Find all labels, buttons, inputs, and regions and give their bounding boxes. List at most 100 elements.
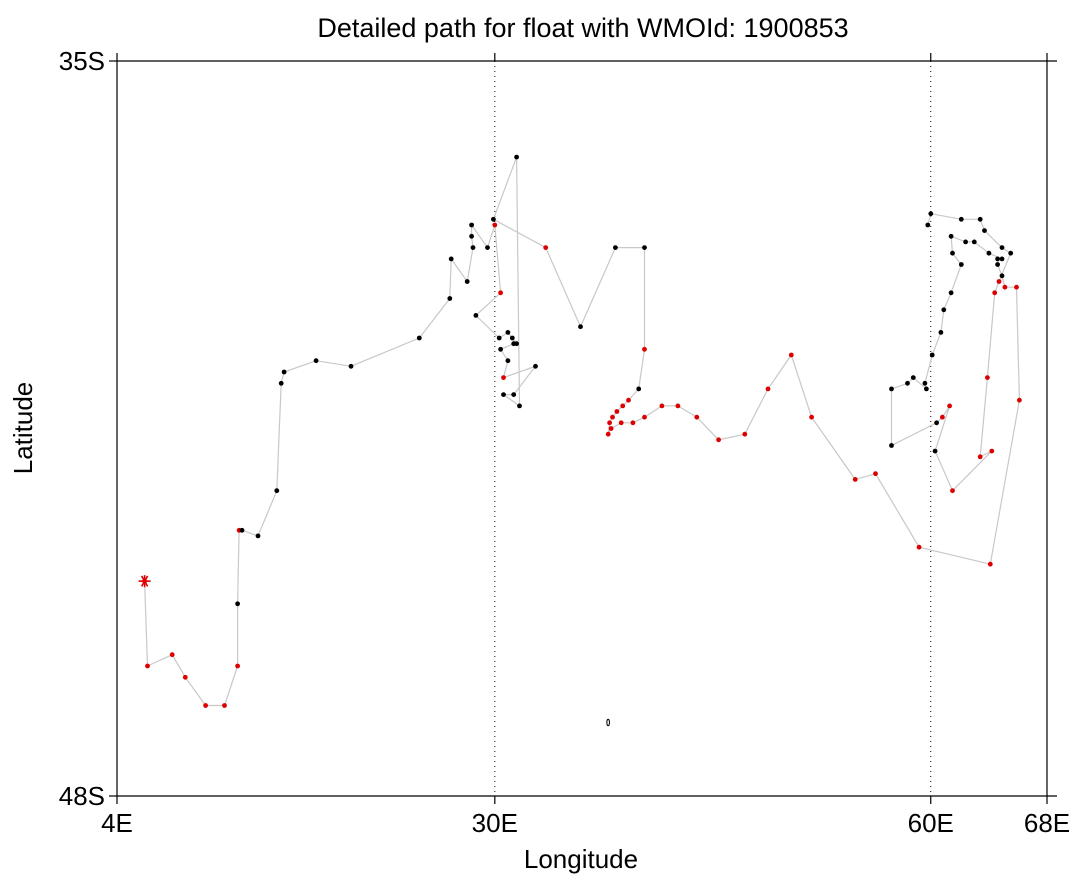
position-point-25	[498, 290, 503, 296]
position-point-24	[492, 222, 498, 228]
position-point-4	[203, 703, 209, 708]
x-tick-label: 4E	[101, 808, 133, 838]
position-point-5	[222, 703, 227, 708]
position-point-92	[934, 420, 939, 426]
position-point-70	[1014, 284, 1019, 290]
position-point-82	[948, 290, 954, 296]
position-point-31	[511, 341, 517, 347]
position-point-28	[505, 330, 511, 335]
position-point-42	[578, 324, 583, 330]
position-point-19	[464, 279, 470, 284]
position-point-56	[642, 414, 647, 420]
position-point-52	[605, 431, 611, 437]
position-point-106	[958, 216, 964, 222]
position-point-53	[608, 426, 614, 431]
plot-frame	[116, 60, 1057, 797]
position-point-87	[924, 386, 929, 392]
position-point-49	[614, 409, 620, 414]
float-track	[144, 156, 1021, 707]
position-point-43	[613, 245, 618, 251]
position-point-57	[659, 403, 665, 409]
position-point-38	[517, 403, 522, 409]
position-point-18	[448, 256, 454, 262]
position-point-40	[491, 216, 496, 222]
position-point-36	[511, 392, 517, 397]
position-point-17	[447, 296, 453, 301]
position-point-81	[958, 262, 964, 267]
position-point-41	[543, 245, 549, 251]
position-point-72	[999, 273, 1005, 279]
position-point-93	[940, 414, 945, 420]
position-point-85	[929, 352, 935, 358]
position-point-68	[987, 561, 993, 567]
position-point-76	[986, 250, 992, 256]
position-point-44	[642, 245, 647, 251]
position-point-20	[470, 245, 476, 251]
position-point-62	[765, 386, 771, 392]
position-point-79	[948, 233, 954, 239]
position-point-33	[505, 358, 511, 364]
position-point-48	[620, 403, 626, 409]
position-point-27	[496, 335, 502, 341]
position-point-77	[971, 239, 977, 245]
position-point-47	[626, 397, 631, 403]
position-point-86	[922, 380, 928, 386]
position-point-11	[274, 488, 280, 494]
position-point-74	[995, 256, 1000, 262]
position-point-22	[469, 222, 474, 228]
x-axis-label: Longitude	[524, 844, 638, 874]
position-point-73	[995, 262, 1000, 267]
position-point-54	[618, 420, 624, 426]
chart-title: Detailed path for float with WMOId: 1900…	[317, 13, 848, 43]
position-point-46	[636, 386, 642, 392]
position-point-14	[313, 358, 319, 364]
position-point-21	[469, 233, 474, 239]
y-tick-label: 35S	[59, 46, 105, 76]
position-point-13	[281, 369, 287, 375]
position-point-95	[932, 448, 938, 454]
position-point-55	[630, 420, 636, 426]
position-point-108	[925, 222, 931, 228]
position-point-96	[950, 488, 955, 494]
position-point-51	[607, 420, 612, 426]
position-point-1	[145, 663, 150, 669]
x-tick-label: 68E	[1024, 808, 1070, 838]
position-point-26	[473, 313, 479, 318]
position-point-107	[928, 211, 934, 217]
position-point-98	[977, 454, 983, 460]
position-point-29	[509, 335, 515, 341]
position-point-7	[235, 601, 241, 607]
position-point-32	[498, 346, 503, 352]
y-tick-label: 48S	[59, 781, 105, 811]
position-point-15	[348, 363, 354, 369]
position-point-34	[501, 375, 506, 380]
float-positions	[138, 154, 1022, 727]
track-line	[144, 156, 1021, 707]
axis-ticks: 4E 30E 60E 68E 35S 48S	[59, 46, 1070, 838]
y-axis-label: Latitude	[8, 382, 38, 475]
position-point-12	[278, 380, 284, 386]
position-point-83	[941, 307, 947, 313]
position-point-23	[485, 245, 490, 251]
x-tick-label: 60E	[908, 808, 954, 838]
position-point-37	[501, 392, 506, 397]
position-point-84	[938, 330, 944, 335]
position-point-75	[999, 256, 1005, 262]
position-point-61	[742, 431, 748, 437]
position-point-60	[716, 437, 721, 443]
position-point-97	[989, 448, 995, 454]
position-point-91	[889, 443, 894, 448]
position-point-35	[533, 363, 538, 369]
position-point-9	[239, 527, 245, 533]
position-point-90	[889, 386, 894, 392]
position-point-101	[996, 279, 1002, 284]
position-point-100	[992, 290, 998, 296]
position-point-66	[873, 471, 878, 477]
grid-lines	[494, 61, 932, 796]
position-point-94	[947, 403, 952, 409]
position-point-88	[910, 375, 916, 380]
position-point-2	[169, 652, 175, 658]
position-point-67	[916, 544, 922, 550]
position-point-10	[255, 533, 261, 539]
